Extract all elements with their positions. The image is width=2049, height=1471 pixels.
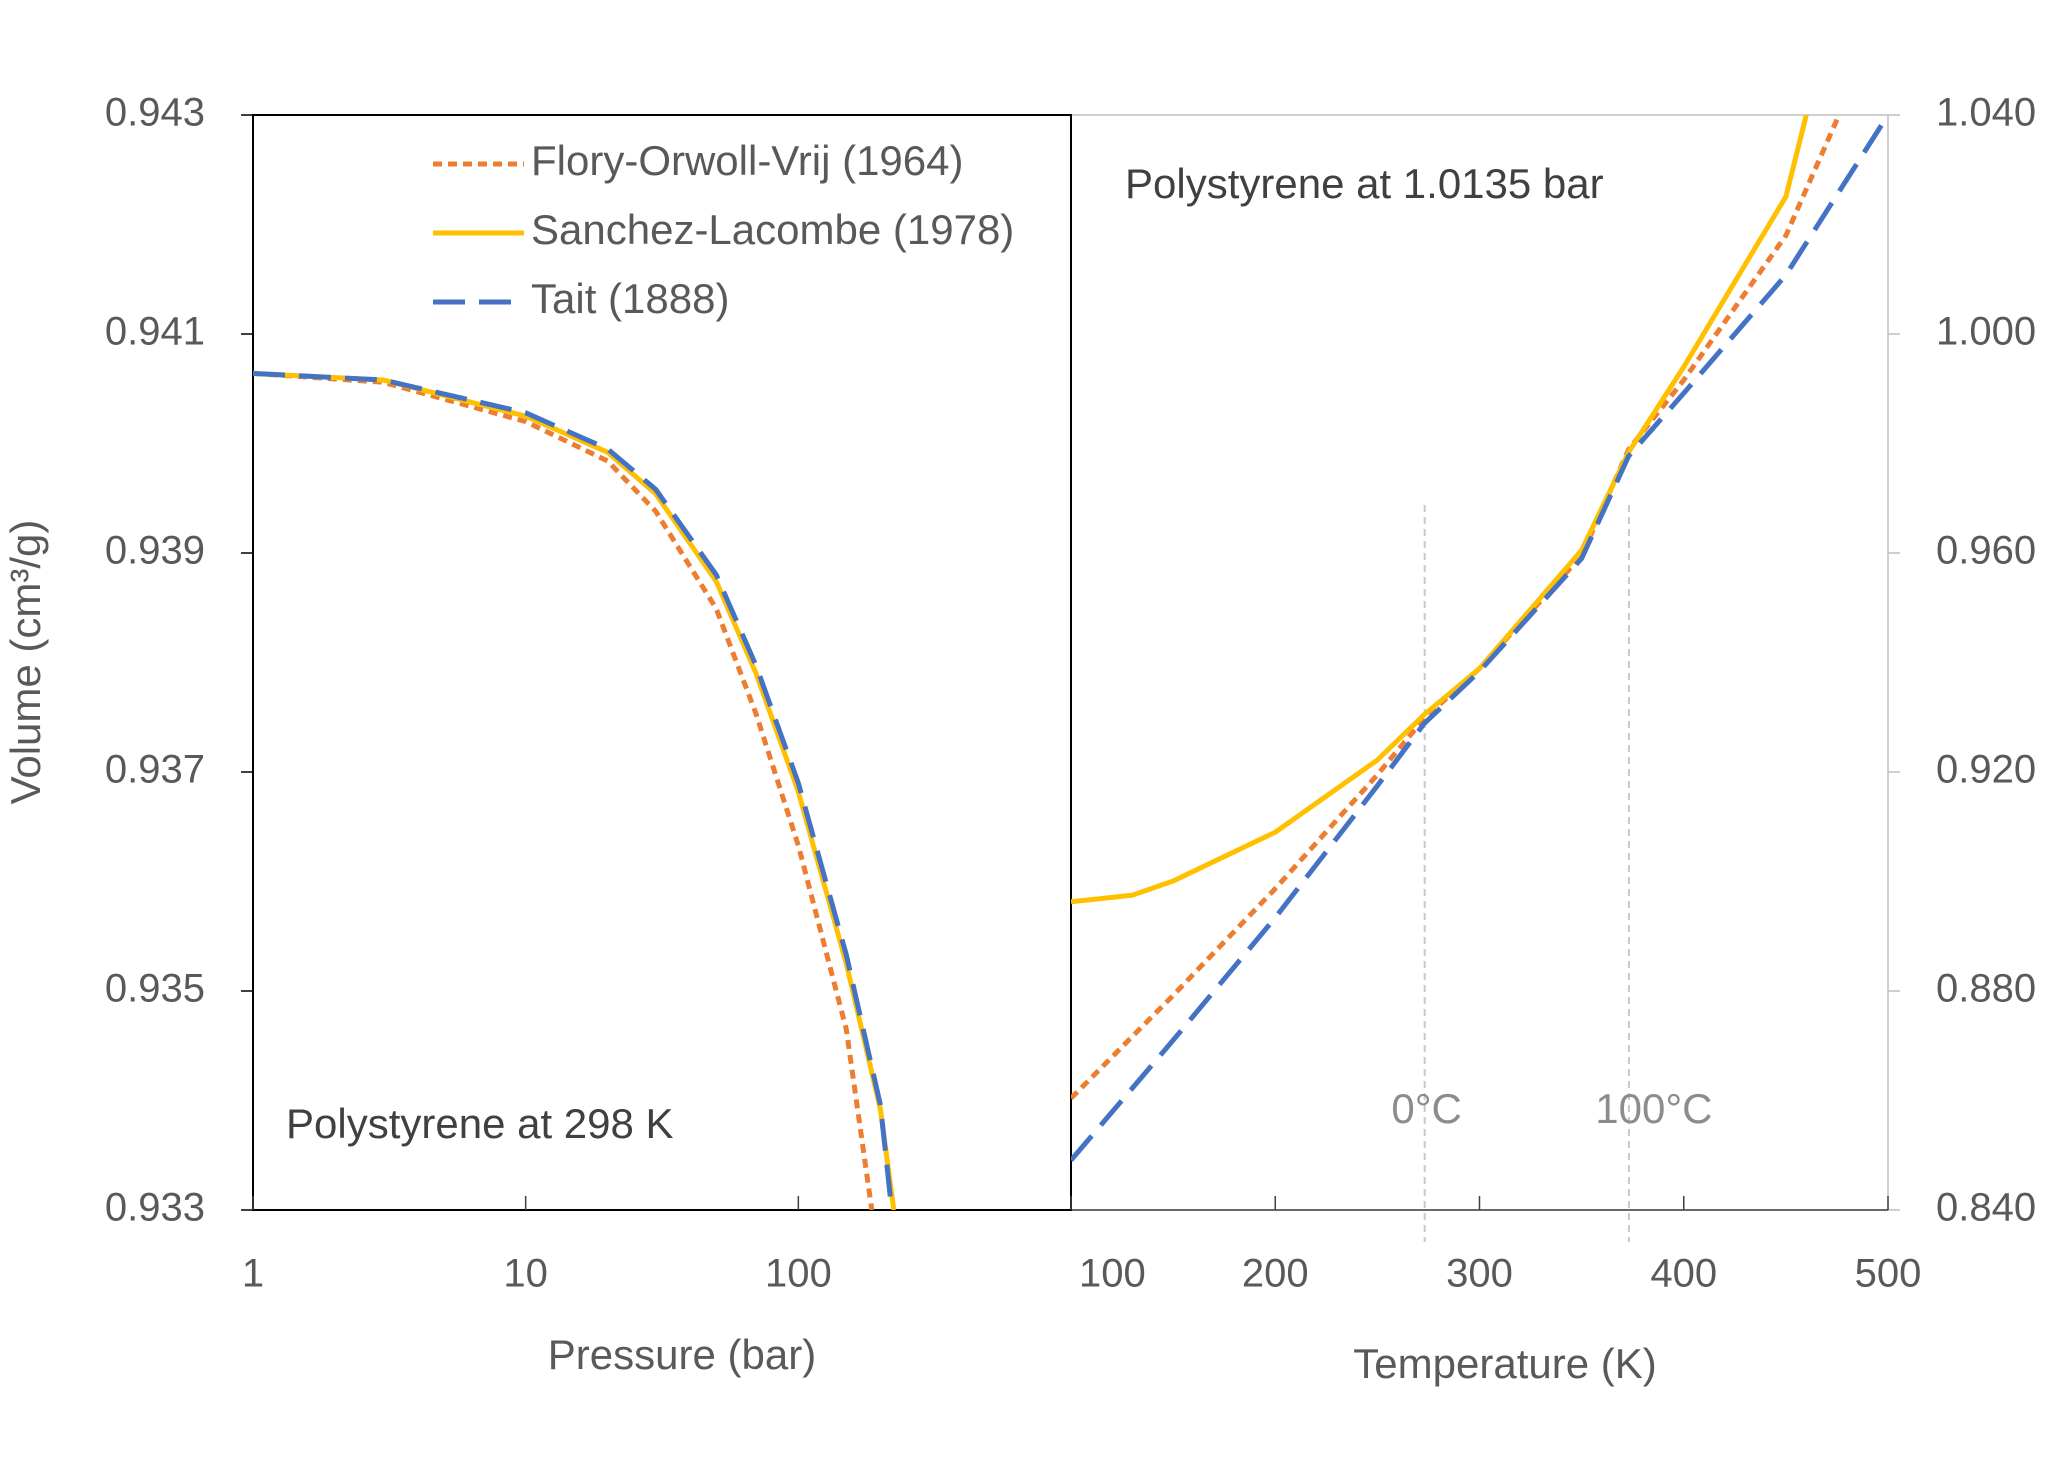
y-tick-label: 1.040 (1936, 91, 2036, 135)
series-group (253, 370, 897, 1210)
y-tick-label: 0.943 (105, 91, 205, 135)
reference-label: 0°C (1391, 1085, 1462, 1132)
legend-label: Tait (1888) (531, 275, 729, 322)
series-line (1071, 115, 1809, 905)
series-line (253, 370, 897, 1210)
annotation: Polystyrene at 1.0135 bar (1125, 160, 1604, 207)
x-tick-label: 100 (1079, 1252, 1146, 1296)
x-tick-label: 10 (503, 1252, 548, 1296)
y-tick-label: 0.960 (1936, 529, 2036, 573)
y-tick-label: 0.939 (105, 529, 205, 573)
y-tick-label: 0.920 (1936, 748, 2036, 792)
x-axis-title: Temperature (K) (1353, 1340, 1656, 1387)
y-tick-label: 0.935 (105, 967, 205, 1011)
x-tick-label: 1 (242, 1252, 264, 1296)
reference-label: 100°C (1595, 1085, 1712, 1132)
x-axis-title: Pressure (bar) (548, 1331, 816, 1378)
x-tick-label: 200 (1242, 1252, 1309, 1296)
y-axis-title: Volume (cm³/g) (2, 520, 49, 805)
plot-frame (252, 114, 1072, 1211)
series-line (253, 370, 875, 1210)
series-line (1071, 115, 1842, 1101)
plot-frame (1070, 114, 1889, 1211)
y-tick-label: 0.937 (105, 748, 205, 792)
y-tick-label: 0.933 (105, 1186, 205, 1230)
x-tick-label: 300 (1446, 1252, 1513, 1296)
series-line (1071, 115, 1888, 1162)
x-tick-label: 500 (1855, 1252, 1922, 1296)
legend-label: Sanchez-Lacombe (1978) (531, 206, 1014, 253)
series-group (1071, 115, 1888, 1162)
annotation: Polystyrene at 298 K (286, 1100, 674, 1147)
x-tick-label: 400 (1650, 1252, 1717, 1296)
y-tick-label: 0.880 (1936, 967, 2036, 1011)
y-tick-label: 0.941 (105, 310, 205, 354)
y-tick-label: 1.000 (1936, 310, 2036, 354)
series-line (253, 370, 895, 1210)
x-tick-label: 100 (765, 1252, 832, 1296)
y-tick-label: 0.840 (1936, 1186, 2036, 1230)
legend-label: Flory-Orwoll-Vrij (1964) (531, 137, 964, 184)
